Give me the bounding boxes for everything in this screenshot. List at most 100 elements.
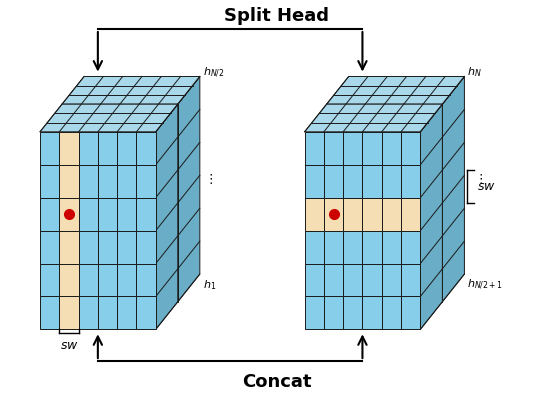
Bar [305,198,324,230]
Bar [365,170,384,203]
Text: $sw$: $sw$ [476,180,495,193]
Bar [81,269,101,302]
Bar [343,297,362,330]
Bar [401,132,420,165]
Bar [40,198,59,230]
Bar [98,165,117,198]
Bar [62,236,81,269]
Bar [362,132,382,165]
Bar [120,269,139,302]
Bar [98,263,117,297]
Bar [404,170,423,203]
Bar [158,236,178,269]
Bar [305,165,324,198]
Bar [139,137,158,170]
Bar [305,230,324,263]
Bar [384,170,404,203]
Bar [79,263,98,297]
Bar [117,297,136,330]
Text: $h_{N/2+1}$: $h_{N/2+1}$ [467,278,503,293]
Bar [362,230,382,263]
Bar [81,236,101,269]
Bar [158,269,178,302]
Bar [40,132,59,165]
Text: $\vdots$: $\vdots$ [474,172,483,186]
Bar [327,203,346,236]
Bar [346,137,365,170]
Bar [423,170,442,203]
Bar [139,104,158,137]
Bar [62,137,81,170]
Bar [101,137,120,170]
Text: $\vdots$: $\vdots$ [204,172,213,186]
Bar [404,269,423,302]
Bar [120,104,139,137]
Bar [98,297,117,330]
Bar [59,198,79,230]
Bar [384,203,404,236]
Bar [158,170,178,203]
Bar [343,230,362,263]
Bar [343,165,362,198]
Bar [401,230,420,263]
Bar [305,297,324,330]
Bar [79,132,98,165]
Text: $h_{N/2}$: $h_{N/2}$ [203,66,224,80]
Bar [120,203,139,236]
Bar [346,203,365,236]
Bar [365,203,384,236]
Bar [40,297,59,330]
Polygon shape [156,104,178,330]
Bar [404,236,423,269]
Bar [423,104,442,137]
Bar [382,263,401,297]
Bar [79,165,98,198]
Bar [101,170,120,203]
Bar [324,297,343,330]
Bar [305,263,324,297]
Bar [136,198,156,230]
Bar [136,165,156,198]
Bar [324,263,343,297]
Bar [327,269,346,302]
Bar [327,104,346,137]
Bar [120,236,139,269]
Bar [136,263,156,297]
Bar [401,263,420,297]
Bar [401,297,420,330]
Bar [423,137,442,170]
Bar [139,236,158,269]
Bar [62,269,81,302]
Bar [62,203,81,236]
Bar [101,203,120,236]
Bar [343,198,362,230]
Bar [365,104,384,137]
Bar [384,137,404,170]
Bar [98,198,117,230]
Bar [101,269,120,302]
Bar [362,165,382,198]
Bar [305,132,324,165]
Bar [382,198,401,230]
Polygon shape [420,104,442,330]
Bar [404,104,423,137]
Bar [346,236,365,269]
Bar [158,104,178,137]
Bar [384,269,404,302]
Bar [158,137,178,170]
Bar [158,203,178,236]
Bar [327,137,346,170]
Bar [136,230,156,263]
Text: $sw$: $sw$ [59,339,78,352]
Bar [401,198,420,230]
Bar [401,165,420,198]
Text: Split Head: Split Head [224,7,330,25]
Bar [59,263,79,297]
Bar [365,269,384,302]
Bar [365,137,384,170]
Bar [62,170,81,203]
Bar [346,170,365,203]
Bar [324,198,343,230]
Bar [327,170,346,203]
Bar [81,170,101,203]
